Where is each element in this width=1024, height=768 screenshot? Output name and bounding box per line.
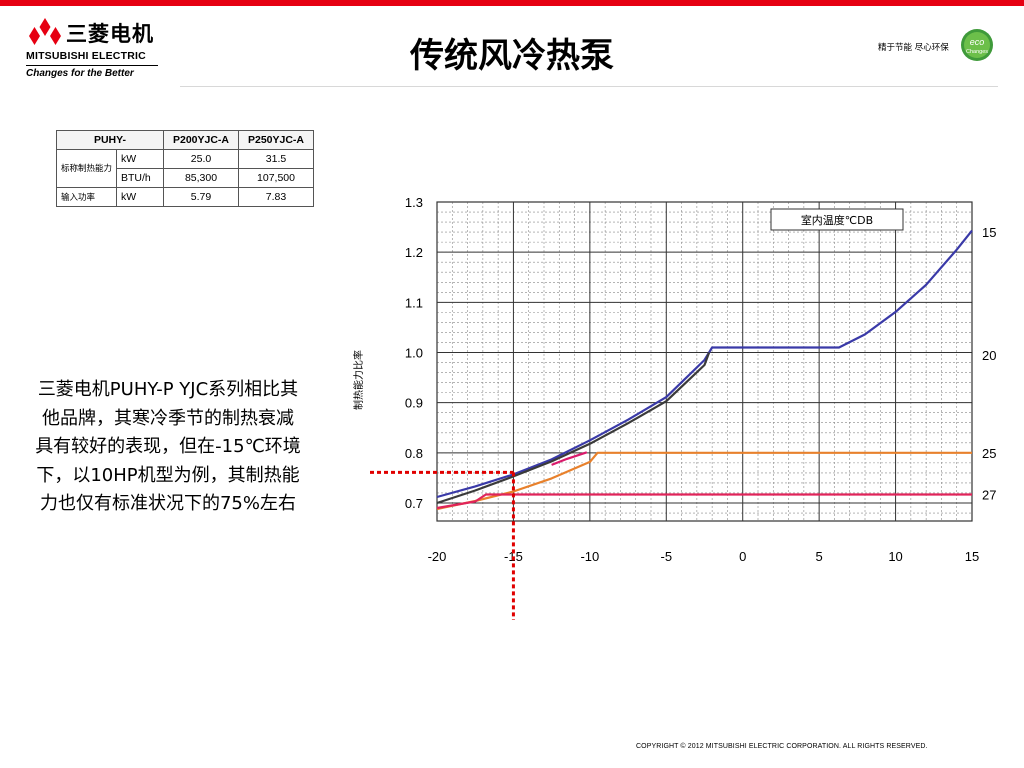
mitsubishi-logo: 三菱电机 MITSUBISHI ELECTRIC Changes for the…: [26, 16, 166, 80]
logo-chinese-name: 三菱电机: [66, 22, 154, 46]
spec-table: PUHY- P200YJC-A P250YJC-A 标称制热能力 kW 25.0…: [55, 130, 314, 207]
spec-row-label: 输入功率: [55, 187, 118, 207]
eco-changes-logo: 精于节能 尽心环保 eco Changes: [878, 28, 998, 68]
logo-tagline: Changes for the Better: [26, 68, 134, 79]
spec-row-label: 标称制热能力: [55, 149, 118, 188]
y-tick-label: 1.2: [405, 245, 423, 260]
eco-slogan: 精于节能 尽心环保: [878, 43, 949, 53]
x-tick-label: -10: [580, 549, 599, 564]
series-line-27: [551, 451, 588, 466]
x-tick-label: 0: [739, 549, 746, 564]
y-tick-label: 0.7: [405, 496, 423, 511]
spec-value: 7.83: [238, 187, 314, 207]
spec-unit: kW: [116, 187, 164, 207]
header-divider: [180, 86, 998, 87]
series-line-15-dark: [436, 352, 711, 505]
y-tick-label: 1.1: [405, 295, 423, 310]
table-row: 标称制热能力 kW 25.0 31.5: [55, 149, 314, 188]
three-diamonds-icon: [29, 18, 61, 45]
curve-label: 27: [982, 487, 996, 502]
legend-box: [770, 208, 904, 231]
y-tick-label: 1.0: [405, 346, 423, 361]
top-accent-bar: [0, 0, 1024, 6]
copyright-text: COPYRIGHT © 2012 MITSUBISHI ELECTRIC COR…: [636, 743, 928, 750]
x-tick-label: 15: [965, 549, 979, 564]
y-tick-label: 0.9: [405, 396, 423, 411]
spec-header-row: PUHY- P200YJC-A P250YJC-A: [56, 130, 314, 150]
y-axis-label: 制热能力比率: [352, 350, 365, 410]
eco-changes-badge-icon: eco Changes: [961, 29, 993, 61]
y-tick-label: 0.8: [405, 446, 423, 461]
legend-title: 室内温度℃DB: [801, 213, 873, 227]
y-tick-label: 1.3: [405, 195, 423, 210]
series-line-25: [436, 493, 972, 510]
eco-badge-top-text: eco: [970, 37, 985, 47]
spec-unit: BTU/h: [116, 168, 164, 188]
curve-label: 25: [982, 446, 996, 461]
slide-title: 传统风冷热泵: [410, 36, 614, 76]
spec-model-1: P200YJC-A: [163, 130, 239, 150]
caption-text: 三菱电机PUHY-P YJC系列相比其他品牌，其寒冷季节的制热衰减具有较好的表现…: [35, 379, 301, 514]
logo-divider: [26, 65, 158, 66]
x-tick-label: 5: [816, 549, 823, 564]
spec-value: 5.79: [163, 187, 239, 207]
x-tick-label: 10: [888, 549, 902, 564]
curve-label: 20: [982, 348, 996, 363]
eco-badge-bottom-text: Changes: [966, 49, 988, 55]
series-line-15: [436, 229, 973, 499]
table-row: 输入功率 kW 5.79 7.83: [55, 187, 314, 207]
x-tick-label: -20: [428, 549, 447, 564]
logo-english-name: MITSUBISHI ELECTRIC: [26, 50, 146, 62]
table-row: BTU/h 85,300 107,500: [57, 168, 314, 188]
spec-model-prefix: PUHY-: [56, 130, 164, 150]
x-tick-label: -5: [661, 549, 673, 564]
curve-label: 15: [982, 225, 996, 240]
